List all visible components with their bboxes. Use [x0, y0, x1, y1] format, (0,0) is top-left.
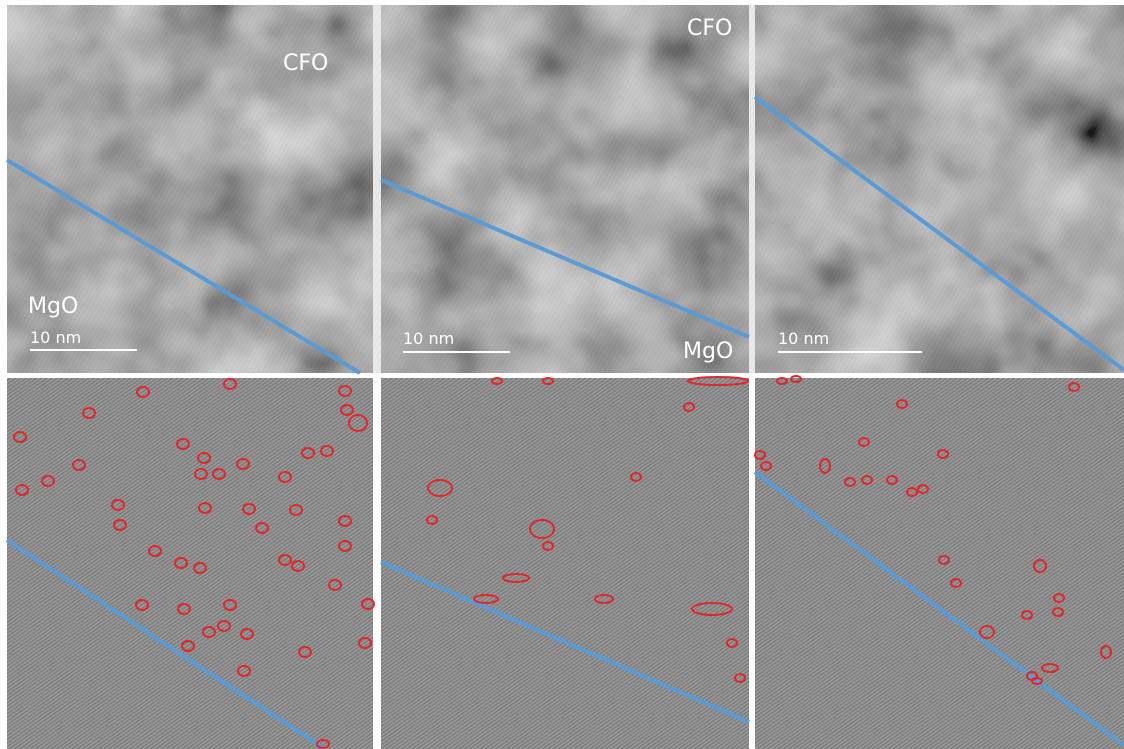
label: MgO — [28, 294, 78, 319]
filtered-images — [7, 376, 1124, 749]
figure: CFO MgO 10 nm CFO MgO 10 nm 10 nm — [0, 0, 1124, 749]
scale-label: 10 nm — [30, 328, 81, 347]
scale-label: 10 nm — [403, 329, 454, 348]
label: CFO — [283, 51, 328, 76]
label: CFO — [687, 16, 732, 41]
lattice-texture — [7, 5, 1124, 373]
scale-label: 10 nm — [778, 329, 829, 348]
tem-images: CFO MgO 10 nm CFO MgO 10 nm 10 nm — [7, 5, 1124, 373]
filtered-image — [7, 378, 373, 749]
filtered-image — [381, 378, 749, 749]
label: MgO — [683, 339, 733, 364]
filtered-image — [755, 378, 1124, 749]
